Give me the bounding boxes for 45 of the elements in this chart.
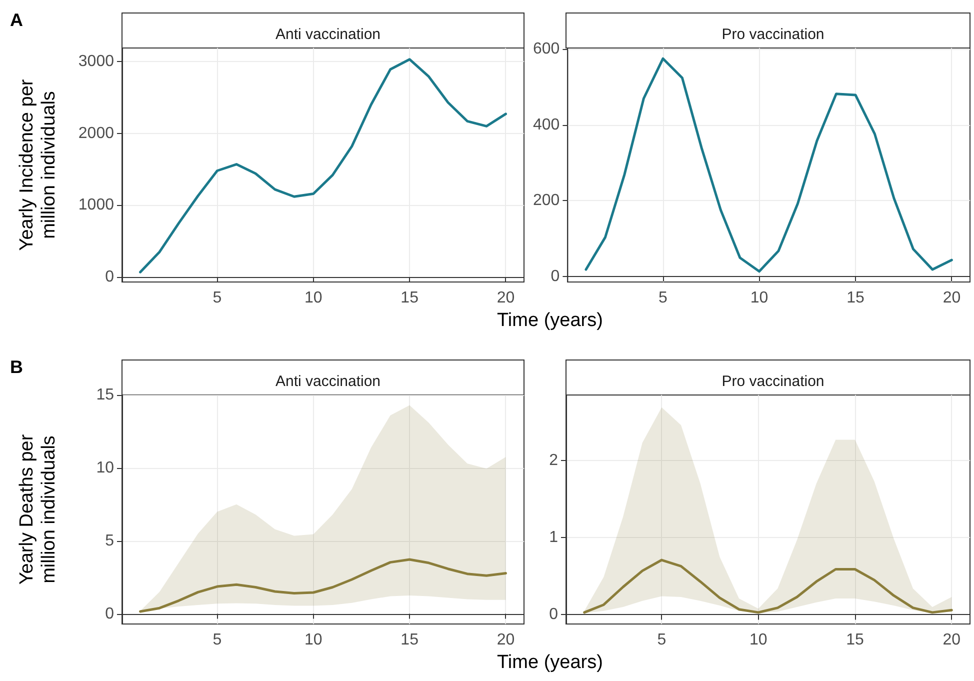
line-series	[584, 57, 953, 273]
y-tick-label: 2	[549, 452, 558, 470]
chart-title: Pro vaccination	[722, 373, 824, 390]
x-tick-label: 5	[657, 632, 666, 648]
x-axis-title: Time (years)	[496, 652, 604, 674]
chart-title: Anti vaccination	[275, 373, 381, 390]
x-tick-label: 20	[496, 290, 515, 306]
x-tick-label: 10	[749, 632, 768, 648]
x-tick-label: 5	[212, 290, 222, 306]
x-tick-label: 15	[846, 290, 864, 306]
text: B	[10, 357, 23, 378]
y-tick-label: 600	[532, 40, 560, 58]
x-tick-label: 20	[942, 290, 961, 306]
y-tick-label: 0	[105, 605, 114, 622]
y-axis-title: Yearly Incidence per million individuals	[16, 78, 60, 251]
x-tick-label: 5	[212, 632, 222, 648]
chart-title: Anti vaccination	[275, 26, 381, 43]
x-tick-label: 15	[400, 290, 419, 306]
x-tick-label: 10	[304, 632, 322, 648]
y-tick-label: 400	[532, 116, 560, 134]
y-tick-label: 10	[96, 459, 114, 476]
y-tick-label: 0	[549, 606, 558, 624]
y-tick-label: 200	[532, 192, 560, 210]
y-tick-label: 1000	[78, 196, 114, 214]
y-tick-label: 15	[96, 386, 114, 404]
line-series	[139, 558, 507, 613]
x-tick-label: 20	[942, 632, 961, 648]
text: A	[10, 10, 23, 31]
y-tick-label: 1	[549, 529, 558, 546]
chart-title: Pro vaccination	[722, 26, 824, 43]
x-tick-label: 5	[658, 290, 668, 306]
x-axis-title: Time (years)	[496, 310, 604, 332]
y-tick-label: 0	[550, 268, 560, 285]
x-tick-label: 10	[304, 290, 322, 306]
x-tick-label: 20	[496, 632, 515, 648]
x-tick-label: 15	[846, 632, 864, 648]
line-series	[583, 558, 953, 614]
y-tick-label: 3000	[78, 53, 114, 70]
x-tick-label: 10	[750, 290, 768, 306]
line-series	[139, 58, 507, 274]
y-tick-label: 5	[105, 532, 114, 550]
y-tick-label: 0	[105, 268, 114, 286]
y-tick-label: 2000	[78, 124, 114, 142]
x-tick-label: 15	[400, 632, 419, 648]
y-axis-title: Yearly Deaths per million individuals	[16, 434, 60, 585]
